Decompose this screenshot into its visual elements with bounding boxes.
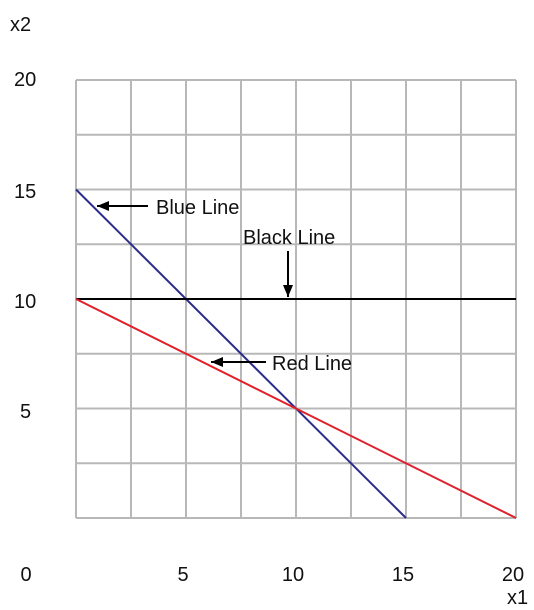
series-red-line [75,298,517,519]
annotation-arrowhead [283,285,293,297]
series-blue-line [75,188,407,519]
annotation-label: Blue Line [156,197,239,219]
series-lines [75,188,517,519]
annotation-arrowhead [211,357,223,367]
y-tick-label: 15 [14,181,36,203]
y-axis-label: x2 [10,14,31,36]
x-tick-label: 0 [20,564,31,586]
tick-labels: 0 5 10 15 20 5 10 15 20 [14,69,524,586]
y-tick-label: 5 [20,401,31,423]
x-tick-label: 20 [502,564,524,586]
x-tick-label: 5 [177,564,188,586]
x-tick-label: 10 [282,564,304,586]
x-tick-label: 15 [392,564,414,586]
annotation-label: Black Line [243,227,335,249]
y-tick-label: 20 [14,69,36,91]
annotation-label: Red Line [272,353,352,375]
annotation-arrowhead [97,201,109,211]
y-tick-label: 10 [14,291,36,313]
x-axis-label: x1 [507,587,528,609]
